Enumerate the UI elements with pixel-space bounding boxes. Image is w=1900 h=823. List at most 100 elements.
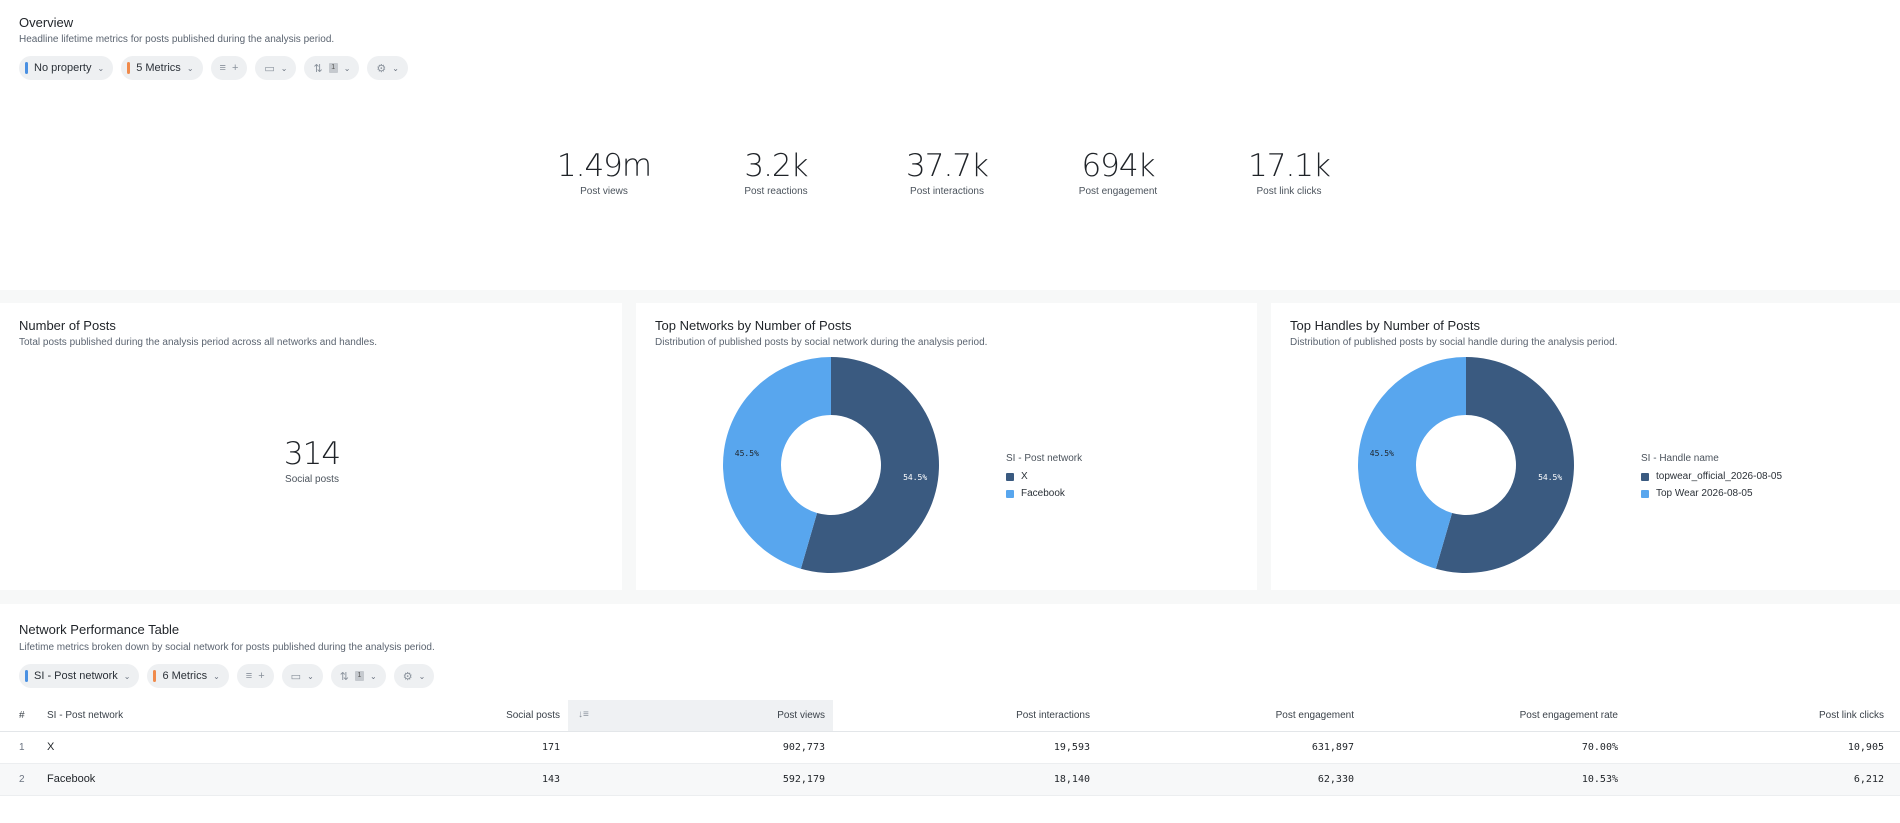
chip-color-bar: [153, 670, 157, 682]
kpi-value: 37.7k: [906, 148, 989, 184]
kpi-value: 694k: [1081, 148, 1155, 184]
metrics-chip[interactable]: 6 Metrics ⌄: [147, 664, 229, 688]
row-index: 1: [0, 731, 40, 764]
legend-item[interactable]: Top Wear 2026-08-05: [1641, 488, 1782, 499]
legend-item[interactable]: topwear_official_2026-08-05: [1641, 471, 1782, 482]
card-subtitle: Distribution of published posts by socia…: [655, 337, 988, 348]
number-display-icon: ▭: [264, 62, 275, 75]
table-display-icon: ▭: [290, 670, 302, 683]
column-header-post-views[interactable]: ↓≡ Post views: [568, 700, 833, 732]
post-engagement-rate-cell: 70.00%: [1362, 731, 1626, 764]
sort-icon: ⇅: [339, 670, 349, 683]
legend-item[interactable]: X: [1006, 471, 1082, 482]
table-row[interactable]: 2 Facebook 143 592,179 18,140 62,330 10.…: [0, 763, 1900, 796]
row-index: 2: [0, 763, 40, 796]
chart-legend: SI - Handle name topwear_official_2026-0…: [1641, 453, 1782, 505]
network-cell: Facebook: [40, 763, 300, 796]
filter-icon: ≡: [245, 670, 253, 682]
column-header-post-engagement[interactable]: Post engagement: [1098, 700, 1362, 732]
chip-label: SI - Post network: [34, 670, 118, 682]
column-header-post-engagement-rate[interactable]: Post engagement rate: [1362, 700, 1626, 732]
handles-donut-chart: 54.5% 45.5%: [1358, 357, 1575, 573]
dimension-chip[interactable]: SI - Post network ⌄: [19, 664, 140, 688]
card-subtitle: Lifetime metrics broken down by social n…: [19, 642, 435, 653]
chevron-down-icon: ⌄: [369, 671, 377, 681]
plus-icon: +: [231, 62, 239, 74]
property-chip[interactable]: No property ⌄: [19, 56, 114, 80]
settings-button[interactable]: ⚙ ⌄: [367, 56, 408, 80]
card-subtitle: Distribution of published posts by socia…: [1290, 337, 1618, 348]
column-header-label: Post views: [777, 709, 825, 721]
overview-card: Overview Headline lifetime metrics for p…: [0, 0, 1900, 290]
slice-data-label: 54.5%: [1538, 473, 1562, 482]
filter-add-button[interactable]: ≡ +: [236, 664, 274, 688]
legend-item[interactable]: Facebook: [1006, 488, 1082, 499]
pie-slice-topwear-official-2026-08-05[interactable]: [1435, 357, 1575, 573]
post-interactions-cell: 18,140: [833, 763, 1098, 796]
display-type-button[interactable]: ▭ ⌄: [281, 664, 323, 688]
card-title: Overview: [19, 15, 74, 30]
chip-label: No property: [34, 62, 92, 74]
slice-data-label: 45.5%: [1370, 449, 1394, 458]
kpi-value: 314: [283, 436, 341, 472]
chevron-down-icon: ⌄: [213, 671, 220, 681]
post-views-cell: 902,773: [568, 731, 833, 764]
kpi-value: 3.2k: [744, 148, 808, 184]
slice-data-label: 45.5%: [735, 449, 759, 458]
legend-title: SI - Handle name: [1641, 453, 1719, 464]
card-title: Network Performance Table: [19, 622, 180, 637]
display-type-button[interactable]: ▭ ⌄: [255, 56, 297, 80]
chevron-down-icon: ⌄: [97, 63, 105, 73]
column-header-network[interactable]: SI - Post network: [40, 700, 300, 732]
gear-icon: ⚙: [402, 670, 413, 683]
overview-toolbar: No property ⌄ 5 Metrics ⌄ ≡ + ▭ ⌄ ⇅ 1 ⌄ …: [19, 56, 408, 80]
chip-label: 5 Metrics: [136, 62, 181, 74]
card-title: Top Handles by Number of Posts: [1290, 318, 1481, 333]
pie-slice-facebook[interactable]: [723, 357, 831, 569]
pie-slice-top-wear-2026-08-05[interactable]: [1358, 357, 1466, 569]
pie-slice-x[interactable]: [800, 357, 940, 573]
chevron-down-icon: ⌄: [307, 671, 314, 681]
card-subtitle: Total posts published during the analysi…: [19, 337, 377, 348]
post-engagement-rate-cell: 10.53%: [1362, 763, 1626, 796]
table-row[interactable]: 1 X 171 902,773 19,593 631,897 70.00% 10…: [0, 731, 1900, 764]
legend-label: X: [1021, 471, 1028, 482]
column-header-social-posts[interactable]: Social posts: [300, 700, 568, 732]
column-header-post-link-clicks[interactable]: Post link clicks: [1626, 700, 1900, 732]
metrics-chip[interactable]: 5 Metrics ⌄: [121, 56, 203, 80]
slice-data-label: 54.5%: [903, 473, 927, 482]
network-performance-table: # SI - Post network Social posts ↓≡ Post…: [0, 700, 1900, 796]
post-link-clicks-cell: 6,212: [1626, 763, 1900, 796]
chevron-down-icon: ⌄: [280, 63, 288, 73]
kpi-label: Post interactions: [910, 186, 984, 197]
legend-swatch: [1006, 489, 1014, 498]
gear-icon: ⚙: [376, 62, 387, 75]
chevron-down-icon: ⌄: [418, 671, 426, 681]
kpi-social-posts: 314 Social posts: [232, 436, 392, 485]
filter-add-button[interactable]: ≡ +: [210, 56, 248, 80]
sort-count-icon: 1: [328, 63, 338, 73]
chevron-down-icon: ⌄: [392, 63, 399, 73]
legend-label: topwear_official_2026-08-05: [1656, 471, 1783, 482]
chip-color-bar: [127, 62, 131, 74]
settings-button[interactable]: ⚙ ⌄: [393, 664, 435, 688]
networks-donut-chart: 54.5% 45.5%: [723, 357, 940, 573]
sort-button[interactable]: ⇅ 1 ⌄: [330, 664, 386, 688]
handles-chart-card: Top Handles by Number of Posts Distribut…: [1271, 303, 1900, 590]
chart-legend: SI - Post network X Facebook: [1006, 453, 1082, 505]
sort-button[interactable]: ⇅ 1 ⌄: [304, 56, 360, 80]
legend-swatch: [1641, 472, 1649, 481]
kpi-post-reactions: 3.2k Post reactions: [696, 148, 856, 197]
legend-label: Facebook: [1021, 488, 1065, 499]
legend-swatch: [1006, 472, 1014, 481]
post-engagement-cell: 62,330: [1098, 763, 1362, 796]
legend-title: SI - Post network: [1006, 453, 1083, 464]
column-header-post-interactions[interactable]: Post interactions: [833, 700, 1098, 732]
post-link-clicks-cell: 10,905: [1626, 731, 1900, 764]
social-posts-cell: 143: [300, 763, 568, 796]
legend-swatch: [1641, 489, 1649, 498]
chip-color-bar: [25, 670, 28, 682]
kpi-value: 1.49m: [556, 148, 652, 184]
card-title: Top Networks by Number of Posts: [655, 318, 852, 333]
kpi-label: Post views: [580, 186, 628, 197]
